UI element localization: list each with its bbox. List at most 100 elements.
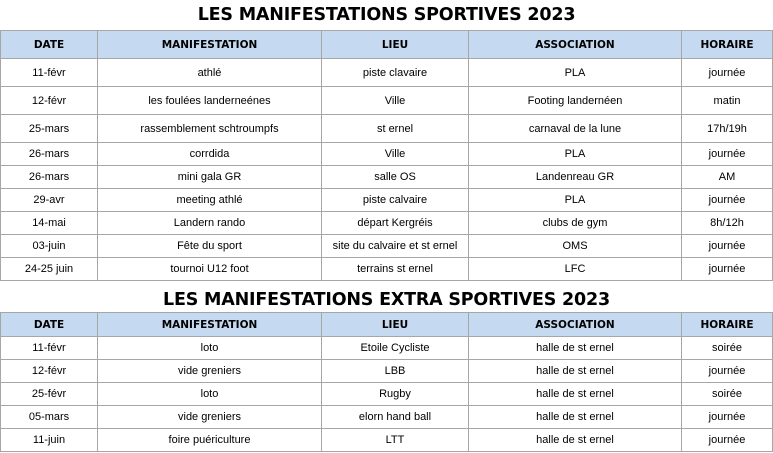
cell-association: halle de st ernel	[468, 405, 682, 429]
cell-date: 26-mars	[0, 142, 98, 166]
cell-horaire: journée	[681, 359, 773, 383]
cell-lieu: terrains st ernel	[321, 257, 469, 281]
cell-date: 25-mars	[0, 114, 98, 143]
cell-horaire: AM	[681, 165, 773, 189]
cell-association: OMS	[468, 234, 682, 258]
cell-horaire: matin	[681, 86, 773, 115]
cell-lieu: LBB	[321, 359, 469, 383]
cell-horaire: journée	[681, 58, 773, 87]
header-date: DATE	[0, 312, 98, 337]
cell-horaire: soirée	[681, 382, 773, 406]
cell-association: halle de st ernel	[468, 336, 682, 360]
table-row: 05-mars vide greniers elorn hand ball halle…	[0, 405, 773, 429]
table-row: 26-mars mini gala GR salle OS Landenreau GR…	[0, 165, 773, 189]
table-row: 12-févr les foulées landerneénes Ville Foot…	[0, 86, 773, 115]
cell-lieu: Ville	[321, 86, 469, 115]
cell-manifestation: Landern rando	[97, 211, 322, 235]
cell-date: 11-févr	[0, 58, 98, 87]
cell-manifestation: loto	[97, 382, 322, 406]
cell-lieu: départ Kergréis	[321, 211, 469, 235]
cell-manifestation: meeting athlé	[97, 188, 322, 212]
cell-lieu: st ernel	[321, 114, 469, 143]
cell-lieu: Rugby	[321, 382, 469, 406]
header-horaire: HORAIRE	[681, 312, 773, 337]
cell-date: 24-25 juin	[0, 257, 98, 281]
cell-date: 11-févr	[0, 336, 98, 360]
cell-manifestation: corrdida	[97, 142, 322, 166]
cell-date: 03-juin	[0, 234, 98, 258]
cell-horaire: journée	[681, 142, 773, 166]
title-sportives: LES MANIFESTATIONS SPORTIVES 2023	[0, 0, 773, 30]
cell-association: PLA	[468, 188, 682, 212]
table-row: 29-avr meeting athlé piste calvaire PLA jour…	[0, 188, 773, 212]
cell-association: halle de st ernel	[468, 359, 682, 383]
table-row: 25-févr loto Rugby halle de st ernel soirée	[0, 382, 773, 406]
header-lieu: LIEU	[321, 30, 469, 59]
cell-date: 05-mars	[0, 405, 98, 429]
cell-lieu: piste calvaire	[321, 188, 469, 212]
cell-horaire: 17h/19h	[681, 114, 773, 143]
cell-association: LFC	[468, 257, 682, 281]
cell-manifestation: les foulées landerneénes	[97, 86, 322, 115]
cell-association: halle de st ernel	[468, 428, 682, 452]
title-extra-sportives: LES MANIFESTATIONS EXTRA SPORTIVES 2023	[0, 288, 773, 312]
cell-association: clubs de gym	[468, 211, 682, 235]
table-extra-sportives: DATE MANIFESTATION LIEU ASSOCIATION HORA…	[0, 312, 773, 452]
cell-lieu: Ville	[321, 142, 469, 166]
cell-date: 29-avr	[0, 188, 98, 212]
cell-date: 12-févr	[0, 359, 98, 383]
cell-date: 25-févr	[0, 382, 98, 406]
header-lieu: LIEU	[321, 312, 469, 337]
cell-lieu: Etoile Cycliste	[321, 336, 469, 360]
cell-association: carnaval de la lune	[468, 114, 682, 143]
table-row: 12-févr vide greniers LBB halle de st ernel…	[0, 359, 773, 383]
header-date: DATE	[0, 30, 98, 59]
cell-manifestation: Fête du sport	[97, 234, 322, 258]
table-row: 11-juin foire puériculture LTT halle de st …	[0, 428, 773, 452]
header-manifestation: MANIFESTATION	[97, 30, 322, 59]
cell-manifestation: vide greniers	[97, 405, 322, 429]
cell-manifestation: loto	[97, 336, 322, 360]
cell-horaire: 8h/12h	[681, 211, 773, 235]
cell-horaire: journée	[681, 405, 773, 429]
cell-manifestation: tournoi U12 foot	[97, 257, 322, 281]
cell-date: 26-mars	[0, 165, 98, 189]
table-row: 24-25 juin tournoi U12 foot terrains st er…	[0, 257, 773, 281]
cell-lieu: salle OS	[321, 165, 469, 189]
cell-horaire: soirée	[681, 336, 773, 360]
cell-manifestation: rassemblement schtroumpfs	[97, 114, 322, 143]
table-sportives: DATE MANIFESTATION LIEU ASSOCIATION HORA…	[0, 30, 773, 281]
table-row: 11-févr loto Etoile Cycliste halle de st er…	[0, 336, 773, 360]
cell-lieu: elorn hand ball	[321, 405, 469, 429]
cell-lieu: site du calvaire et st ernel	[321, 234, 469, 258]
header-horaire: HORAIRE	[681, 30, 773, 59]
table-row: 11-févr athlé piste clavaire PLA journée	[0, 58, 773, 87]
cell-association: Footing landernéen	[468, 86, 682, 115]
table-row: 03-juin Fête du sport site du calvaire et …	[0, 234, 773, 258]
cell-horaire: journée	[681, 188, 773, 212]
cell-manifestation: vide greniers	[97, 359, 322, 383]
table-row: 26-mars corrdida Ville PLA journée	[0, 142, 773, 166]
cell-date: 11-juin	[0, 428, 98, 452]
cell-lieu: LTT	[321, 428, 469, 452]
cell-manifestation: mini gala GR	[97, 165, 322, 189]
cell-date: 12-févr	[0, 86, 98, 115]
cell-association: Landenreau GR	[468, 165, 682, 189]
cell-horaire: journée	[681, 257, 773, 281]
cell-association: PLA	[468, 142, 682, 166]
header-association: ASSOCIATION	[468, 30, 682, 59]
header-manifestation: MANIFESTATION	[97, 312, 322, 337]
header-row: DATE MANIFESTATION LIEU ASSOCIATION HORA…	[0, 312, 773, 337]
cell-date: 14-mai	[0, 211, 98, 235]
cell-horaire: journée	[681, 234, 773, 258]
cell-manifestation: foire puériculture	[97, 428, 322, 452]
table-row: 14-mai Landern rando départ Kergréis clubs …	[0, 211, 773, 235]
cell-lieu: piste clavaire	[321, 58, 469, 87]
cell-horaire: journée	[681, 428, 773, 452]
cell-manifestation: athlé	[97, 58, 322, 87]
cell-association: halle de st ernel	[468, 382, 682, 406]
table-row: 25-mars rassemblement schtroumpfs st ernel…	[0, 114, 773, 143]
header-row: DATE MANIFESTATION LIEU ASSOCIATION HORA…	[0, 30, 773, 59]
cell-association: PLA	[468, 58, 682, 87]
header-association: ASSOCIATION	[468, 312, 682, 337]
